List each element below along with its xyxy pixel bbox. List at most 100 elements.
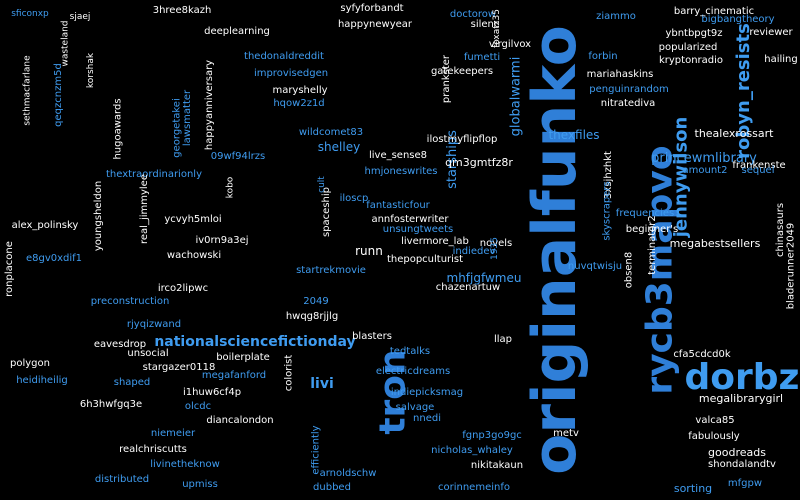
word-hqow2z1d: hqow2z1d — [273, 98, 325, 109]
word-diancalondon: diancalondon — [206, 415, 274, 426]
word-megafanford: megafanford — [201, 370, 267, 381]
word-nnedi: nnedi — [413, 413, 441, 424]
word-gatekeepers: gatekeepers — [430, 66, 494, 77]
word-livermore-lab: livermore_lab — [401, 236, 469, 247]
word-ycvyh5mloi: ycvyh5mloi — [164, 214, 222, 225]
word-realchriscutts: realchriscutts — [119, 444, 187, 455]
word-wachowski: wachowski — [166, 250, 222, 261]
word-iv0rn9a3ej: iv0rn9a3ej — [195, 235, 249, 246]
word-dorbz: dorbz — [684, 357, 800, 398]
word-kryptonradio: kryptonradio — [658, 55, 724, 66]
word-fantasticfour: fantasticfour — [366, 200, 430, 211]
word-shondalandtv: shondalandtv — [708, 459, 776, 470]
word-olcdc: olcdc — [184, 401, 212, 412]
word-upmiss: upmiss — [182, 479, 218, 490]
word-e8gv0xdif1: e8gv0xdif1 — [25, 253, 83, 264]
word-cfa5cdcd0k: cfa5cdcd0k — [673, 349, 731, 360]
word-irco2lipwc: irco2lipwc — [157, 283, 209, 294]
word-obsen8: obsen8 — [623, 251, 634, 289]
word-virgilvox: virgilvox — [488, 39, 532, 50]
word-chazenartuw: chazenartuw — [435, 282, 501, 293]
word-foxatz35: foxatz35 — [491, 8, 502, 48]
word-reviewer: reviewer — [749, 27, 793, 38]
word-frankenste: frankenste — [732, 160, 786, 171]
word-annfosterwriter: annfosterwriter — [371, 214, 449, 225]
word-hmjoneswrites: hmjoneswrites — [364, 166, 438, 177]
word-ronplacone: ronplacone — [4, 241, 15, 297]
word-youngsheldon: youngsheldon — [93, 180, 104, 252]
word-6h3hwfgq3e: 6h3hwfgq3e — [79, 399, 143, 410]
word-originalfunko: originalfunko — [520, 25, 590, 475]
word-megabestsellers: megabestsellers — [669, 236, 761, 250]
word-live-sense8: live_sense8 — [368, 150, 428, 161]
word-qeqzcnzm5d: qeqzcnzm5d — [52, 63, 64, 127]
word-frequencies: frequencies — [615, 208, 675, 219]
word-thexfiles: thexfiles — [548, 128, 600, 142]
word-09wf94lrzs: 09wf94lrzs — [210, 151, 266, 162]
word-silenc: silenc — [470, 19, 500, 30]
word-nicholas-whaley: nicholas_whaley — [431, 445, 513, 456]
word-2049: 2049 — [303, 296, 329, 307]
word-unsocial: unsocial — [127, 348, 169, 359]
word-mfgpw: mfgpw — [727, 478, 763, 489]
word-blasters: blasters — [352, 331, 392, 342]
word-hailing: hailing — [764, 54, 798, 65]
word-spaceship: spaceship — [320, 186, 332, 238]
word-ziammo: ziammo — [596, 11, 636, 22]
word-distributed: distributed — [94, 474, 150, 485]
word-globalwarmi: globalwarmi — [508, 56, 524, 136]
word-syfyforbandt: syfyforbandt — [340, 3, 404, 14]
word-wildcomet83: wildcomet83 — [298, 127, 364, 138]
word-valca85: valca85 — [695, 415, 735, 426]
word-boilerplate: boilerplate — [216, 352, 270, 363]
word-novels: novels — [479, 238, 513, 249]
word-ilostmyflipflop: ilostmyflipflop — [426, 134, 498, 145]
word-rjyqizwand: rjyqizwand — [126, 319, 182, 330]
word-qm3gmtfz8r: qm3gmtfz8r — [445, 155, 513, 169]
word-sjaej: sjaej — [69, 11, 91, 22]
word-preconstruction: preconstruction — [90, 296, 170, 307]
word-beginners: beginner's — [625, 224, 679, 235]
word-tedtalks: tedtalks — [389, 346, 431, 357]
word-fabulously: fabulously — [688, 431, 740, 442]
word-nuvqtwisju: nuvqtwisju — [567, 261, 623, 272]
word-alex-polinsky: alex_polinsky — [11, 220, 79, 231]
word-ybntbpgt9z: ybntbpgt9z — [665, 28, 723, 39]
word-popularized: popularized — [658, 42, 718, 53]
word-niemeier: niemeier — [150, 428, 196, 439]
word-eavesdrop: eavesdrop — [93, 339, 147, 350]
word-runn: runn — [355, 244, 383, 258]
word-iloscp: iloscp — [339, 193, 369, 204]
word-korshak: korshak — [86, 52, 97, 88]
word-happynewyear: happynewyear — [337, 19, 413, 30]
word-thepopculturist: thepopculturist — [386, 254, 464, 265]
word-wasteland: wasteland — [60, 19, 71, 67]
word-salvage: salvage — [395, 402, 435, 413]
word-thealexrossart: thealexrossart — [694, 126, 774, 140]
word-efficiently: efficiently — [311, 425, 322, 475]
word-1935: 1935 — [489, 236, 500, 260]
word-electricdreams: electricdreams — [375, 366, 451, 377]
word-prankster: prankster — [441, 54, 452, 104]
word-llap: llap — [493, 334, 513, 345]
word-cult: cult — [316, 175, 327, 193]
word-arnoldschw: arnoldschw — [319, 468, 377, 479]
word-fumetti: fumetti — [463, 52, 501, 63]
word-improvisedgen: improvisedgen — [253, 68, 329, 79]
word-nitratediva: nitratediva — [600, 98, 656, 109]
word-fgnp3go9gc: fgnp3go9gc — [462, 430, 522, 441]
word-barry-cinematic: barry_cinematic — [673, 6, 755, 17]
word-startrekmovie: startrekmovie — [296, 265, 366, 276]
word-bigbangtheory: bigbangtheory — [701, 14, 775, 25]
word-happyanniversary: happyanniversary — [204, 59, 215, 151]
word-mariahaskins: mariahaskins — [586, 69, 654, 80]
word-thextraordinarionly: thextraordinarionly — [105, 169, 202, 180]
word-nikitakaun: nikitakaun — [470, 460, 524, 471]
word-sficonxp: sficonxp — [11, 8, 49, 19]
word-amount2: amount2 — [682, 165, 728, 176]
word-metv: metv — [553, 428, 579, 439]
word-goodreads: goodreads — [708, 445, 766, 459]
word-livinetheknow: livinetheknow — [150, 459, 220, 470]
word-kobo: kobo — [225, 176, 236, 198]
